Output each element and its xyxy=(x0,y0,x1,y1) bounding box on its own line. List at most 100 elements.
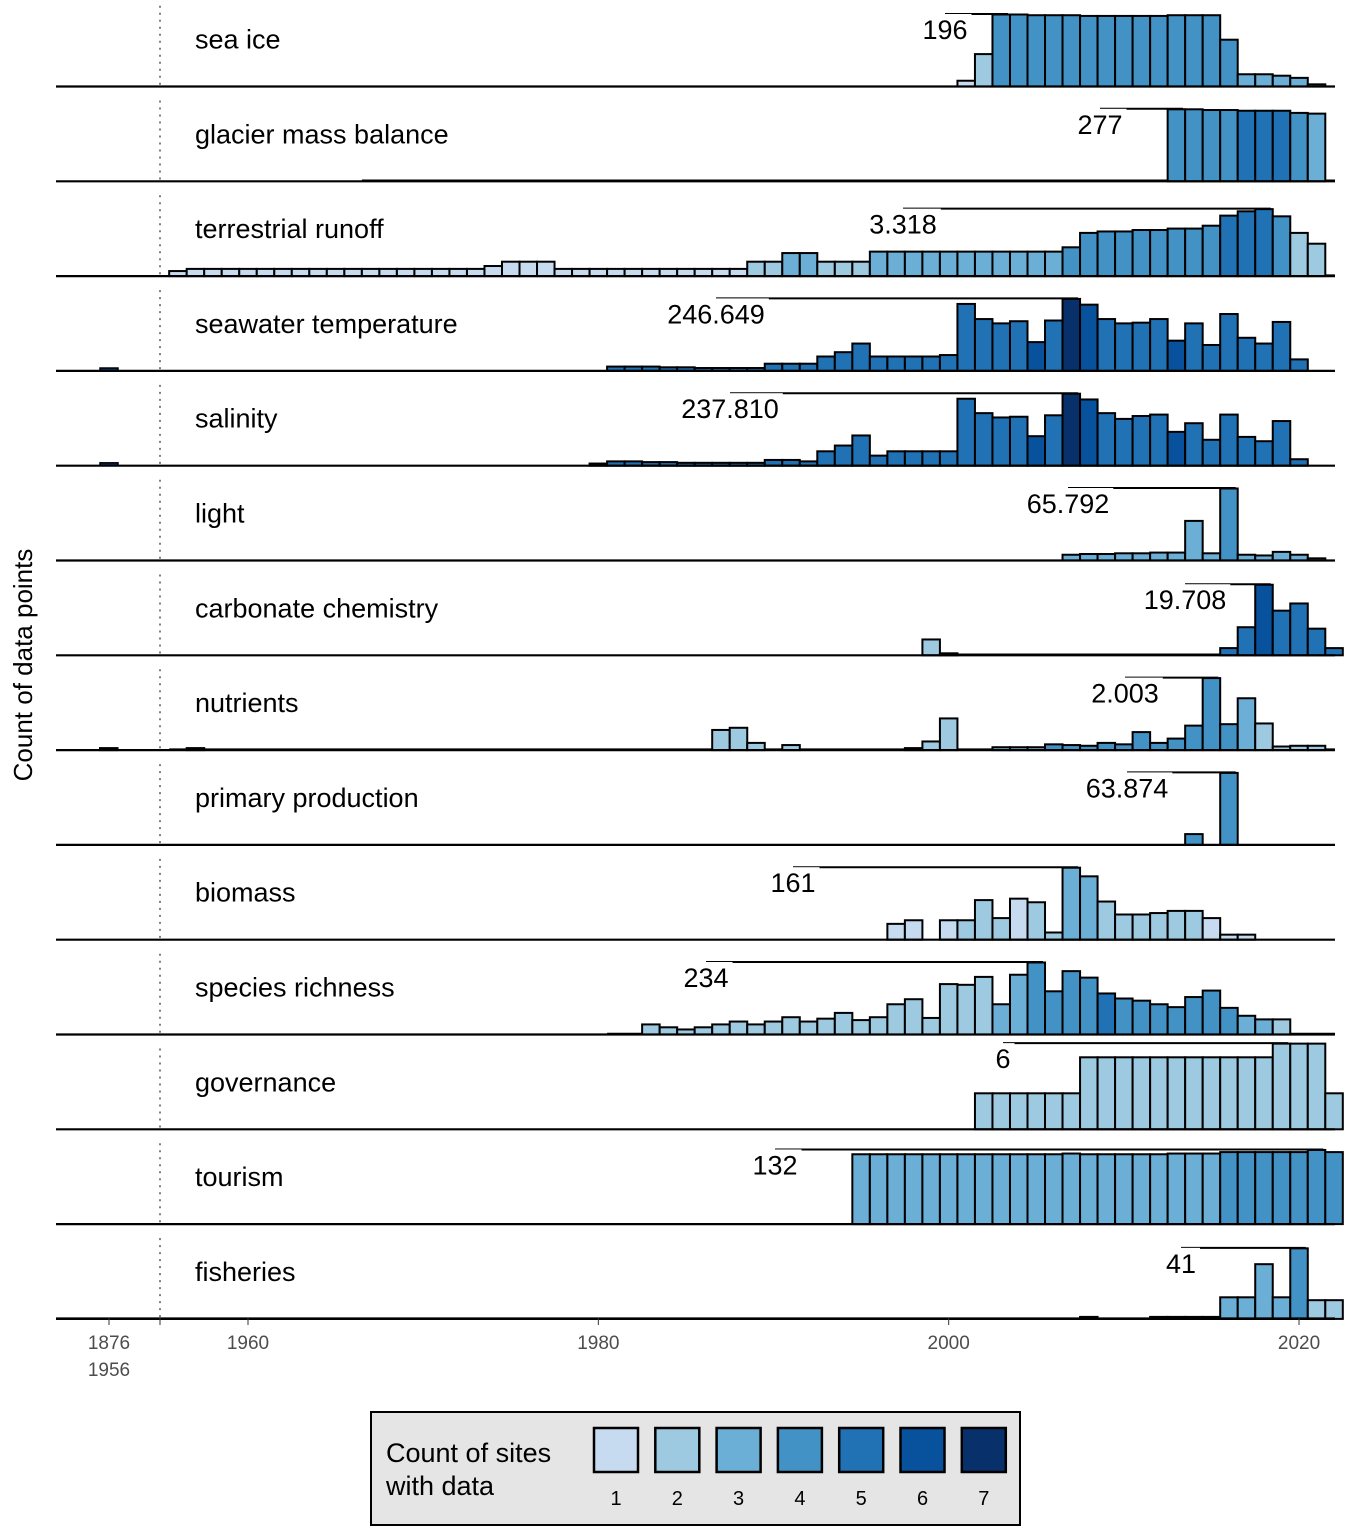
bar xyxy=(1289,1247,1309,1320)
legend-keys: 1 2 3 4 5 6 7 xyxy=(592,1426,1008,1510)
legend-title-line-1: Count of sites xyxy=(386,1438,551,1468)
bar xyxy=(1096,318,1117,372)
bar xyxy=(500,260,521,278)
bar xyxy=(938,450,959,467)
bar xyxy=(1026,341,1047,372)
bar xyxy=(991,917,1011,941)
bar xyxy=(1008,13,1029,88)
x-tick-label: 2020 xyxy=(1278,1333,1320,1354)
bar xyxy=(1201,109,1222,183)
bar xyxy=(903,1153,924,1226)
panel-label: nutrients xyxy=(195,688,299,718)
bar xyxy=(1114,1153,1134,1226)
bar xyxy=(938,983,959,1036)
legend-key xyxy=(654,1426,701,1474)
bar xyxy=(1236,626,1257,657)
bar xyxy=(1114,1056,1134,1131)
bar xyxy=(921,638,941,657)
bar xyxy=(1184,833,1204,846)
panel-carbonate-chemistry: carbonate chemistry 19.708 xyxy=(56,574,1344,657)
bar xyxy=(1236,435,1257,467)
bar xyxy=(973,250,994,278)
bar xyxy=(1271,74,1292,88)
bar xyxy=(921,1016,941,1036)
bar xyxy=(1201,677,1222,752)
max-count-label: 2.003 xyxy=(1091,679,1159,709)
bar xyxy=(1149,1003,1169,1036)
bar xyxy=(1166,227,1187,278)
bar xyxy=(1236,1014,1257,1036)
bar xyxy=(1236,210,1257,278)
bar xyxy=(991,1092,1011,1131)
bar xyxy=(1026,435,1047,467)
panel-fisheries: fisheries 41 xyxy=(56,1238,1344,1321)
bar xyxy=(1131,913,1152,941)
bar xyxy=(833,444,854,467)
bar xyxy=(1184,108,1204,183)
bar xyxy=(1184,322,1204,372)
bar xyxy=(973,53,994,88)
bar xyxy=(1324,1151,1344,1226)
bar xyxy=(1271,550,1292,562)
bar xyxy=(938,919,959,941)
bar xyxy=(886,1003,906,1036)
bar xyxy=(851,342,871,372)
bar xyxy=(956,302,976,372)
bar xyxy=(1254,1151,1274,1226)
bar xyxy=(1289,602,1309,657)
bar xyxy=(1114,14,1134,88)
panel-biomass: biomass 161 xyxy=(56,858,1335,941)
bar xyxy=(1008,1153,1029,1226)
bar xyxy=(1008,1092,1029,1131)
bar xyxy=(1166,1152,1187,1226)
bar xyxy=(1096,1056,1117,1131)
bar xyxy=(1061,866,1082,941)
bar xyxy=(1219,1296,1239,1320)
bar xyxy=(1061,1092,1082,1131)
bar xyxy=(1079,976,1099,1036)
bar xyxy=(991,1003,1011,1036)
bar xyxy=(991,1153,1011,1226)
bar xyxy=(1236,1056,1257,1131)
bar xyxy=(1324,1092,1344,1131)
bar xyxy=(1044,319,1064,372)
legend-key xyxy=(592,1426,640,1474)
bar xyxy=(886,922,906,941)
bar xyxy=(1254,1056,1274,1131)
bar xyxy=(641,1023,661,1036)
bar xyxy=(1079,231,1099,278)
legend-key xyxy=(960,1426,1008,1474)
bar xyxy=(1166,909,1187,941)
bar xyxy=(1201,1056,1222,1131)
max-count-label: 237.810 xyxy=(681,394,779,424)
bar xyxy=(1166,551,1187,562)
max-count-label: 41 xyxy=(1166,1249,1196,1279)
bar xyxy=(921,250,941,278)
max-count-label: 65.792 xyxy=(1027,489,1110,519)
x-tick-labels: 1960 1980 2000 2020 xyxy=(227,1318,1320,1354)
bar xyxy=(781,1016,801,1036)
bar xyxy=(1166,14,1187,88)
bar xyxy=(1271,609,1292,657)
legend: Count of sites with data 1 2 3 4 5 6 7 xyxy=(370,1411,1021,1526)
bar xyxy=(956,1153,976,1226)
bar xyxy=(1131,14,1152,88)
bar xyxy=(956,250,976,278)
bar xyxy=(973,318,994,372)
bar xyxy=(728,726,749,752)
bar xyxy=(991,13,1011,88)
bar xyxy=(816,260,836,278)
bar xyxy=(903,919,924,941)
bar xyxy=(763,1020,784,1036)
bar xyxy=(1219,313,1239,372)
bar xyxy=(1131,415,1152,467)
bar xyxy=(851,260,871,278)
panel-species-richness: species richness 234 xyxy=(56,953,1335,1036)
panel-glacier-mass-balance: glacier mass balance 277 xyxy=(56,100,1335,183)
bar xyxy=(518,260,539,278)
bar xyxy=(1096,14,1117,88)
bar xyxy=(1149,14,1169,88)
bar xyxy=(1079,398,1099,467)
bar xyxy=(1026,1153,1047,1226)
